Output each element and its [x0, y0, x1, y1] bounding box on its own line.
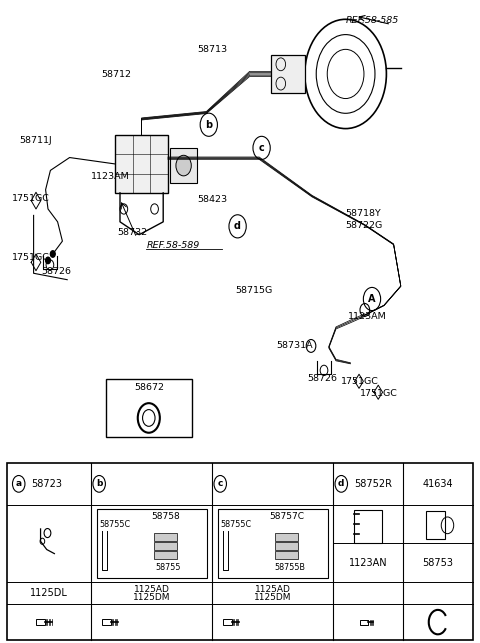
Text: 1125DM: 1125DM	[254, 593, 291, 602]
Bar	[97, 509, 207, 578]
Text: REF.58-589: REF.58-589	[146, 241, 200, 250]
Bar	[426, 511, 444, 539]
Text: d: d	[338, 480, 345, 488]
Text: b: b	[96, 480, 102, 488]
Circle shape	[46, 257, 50, 264]
Bar	[102, 619, 111, 625]
Text: 58757C: 58757C	[269, 512, 304, 521]
Text: 58723: 58723	[31, 479, 62, 489]
Text: 1751GC: 1751GC	[341, 377, 379, 386]
Text: A: A	[368, 294, 376, 304]
Text: 58726: 58726	[307, 374, 337, 383]
Text: a: a	[16, 480, 22, 488]
Text: c: c	[217, 480, 223, 488]
Bar	[7, 463, 473, 640]
Text: 1123AM: 1123AM	[348, 312, 387, 321]
Bar	[360, 620, 368, 624]
Bar	[154, 533, 177, 541]
Text: 58722G: 58722G	[346, 221, 383, 230]
Bar	[170, 148, 197, 183]
Bar	[275, 533, 298, 541]
Text: 58753: 58753	[422, 557, 454, 568]
Circle shape	[50, 251, 55, 257]
Text: 58672: 58672	[134, 383, 164, 392]
Circle shape	[176, 156, 191, 176]
Bar	[275, 542, 298, 550]
Text: 1751GC: 1751GC	[12, 253, 50, 262]
Circle shape	[120, 204, 128, 214]
Text: 58712: 58712	[101, 70, 131, 79]
Text: 58713: 58713	[197, 45, 227, 54]
Text: 58752R: 58752R	[354, 479, 392, 489]
Text: 58731A: 58731A	[276, 341, 312, 350]
Text: 58726: 58726	[41, 267, 71, 276]
Bar	[36, 619, 45, 625]
Text: 58423: 58423	[197, 195, 227, 204]
Text: c: c	[259, 143, 264, 153]
Bar	[275, 551, 298, 559]
Text: 58715G: 58715G	[235, 286, 273, 295]
Text: 58758: 58758	[151, 512, 180, 521]
Text: 41634: 41634	[422, 479, 453, 489]
Text: 1125AD: 1125AD	[255, 585, 290, 593]
Text: 1123AN: 1123AN	[349, 557, 387, 568]
Bar	[106, 379, 192, 437]
Text: 1125DM: 1125DM	[133, 593, 170, 602]
Text: REF.58-585: REF.58-585	[346, 16, 399, 25]
Text: d: d	[234, 221, 241, 231]
Bar	[115, 135, 168, 193]
Text: 58755: 58755	[156, 563, 181, 572]
Text: 58732: 58732	[118, 228, 148, 237]
Text: 1123AM: 1123AM	[91, 172, 130, 181]
Text: 1125AD: 1125AD	[133, 585, 169, 593]
Text: 1751GC: 1751GC	[12, 194, 50, 203]
Text: 58755C: 58755C	[220, 520, 252, 529]
Bar	[271, 55, 305, 93]
Text: 1125DL: 1125DL	[30, 588, 68, 598]
Circle shape	[151, 204, 158, 214]
Text: 58718Y: 58718Y	[346, 209, 381, 218]
Text: 58755B: 58755B	[274, 563, 305, 572]
Text: b: b	[205, 120, 212, 130]
Text: 58755C: 58755C	[99, 520, 130, 529]
Bar	[154, 542, 177, 550]
Bar	[223, 619, 232, 625]
Text: 58711J: 58711J	[19, 136, 52, 145]
Bar	[354, 510, 383, 543]
Text: 1751GC: 1751GC	[360, 389, 398, 398]
Bar	[154, 551, 177, 559]
Bar	[218, 509, 328, 578]
